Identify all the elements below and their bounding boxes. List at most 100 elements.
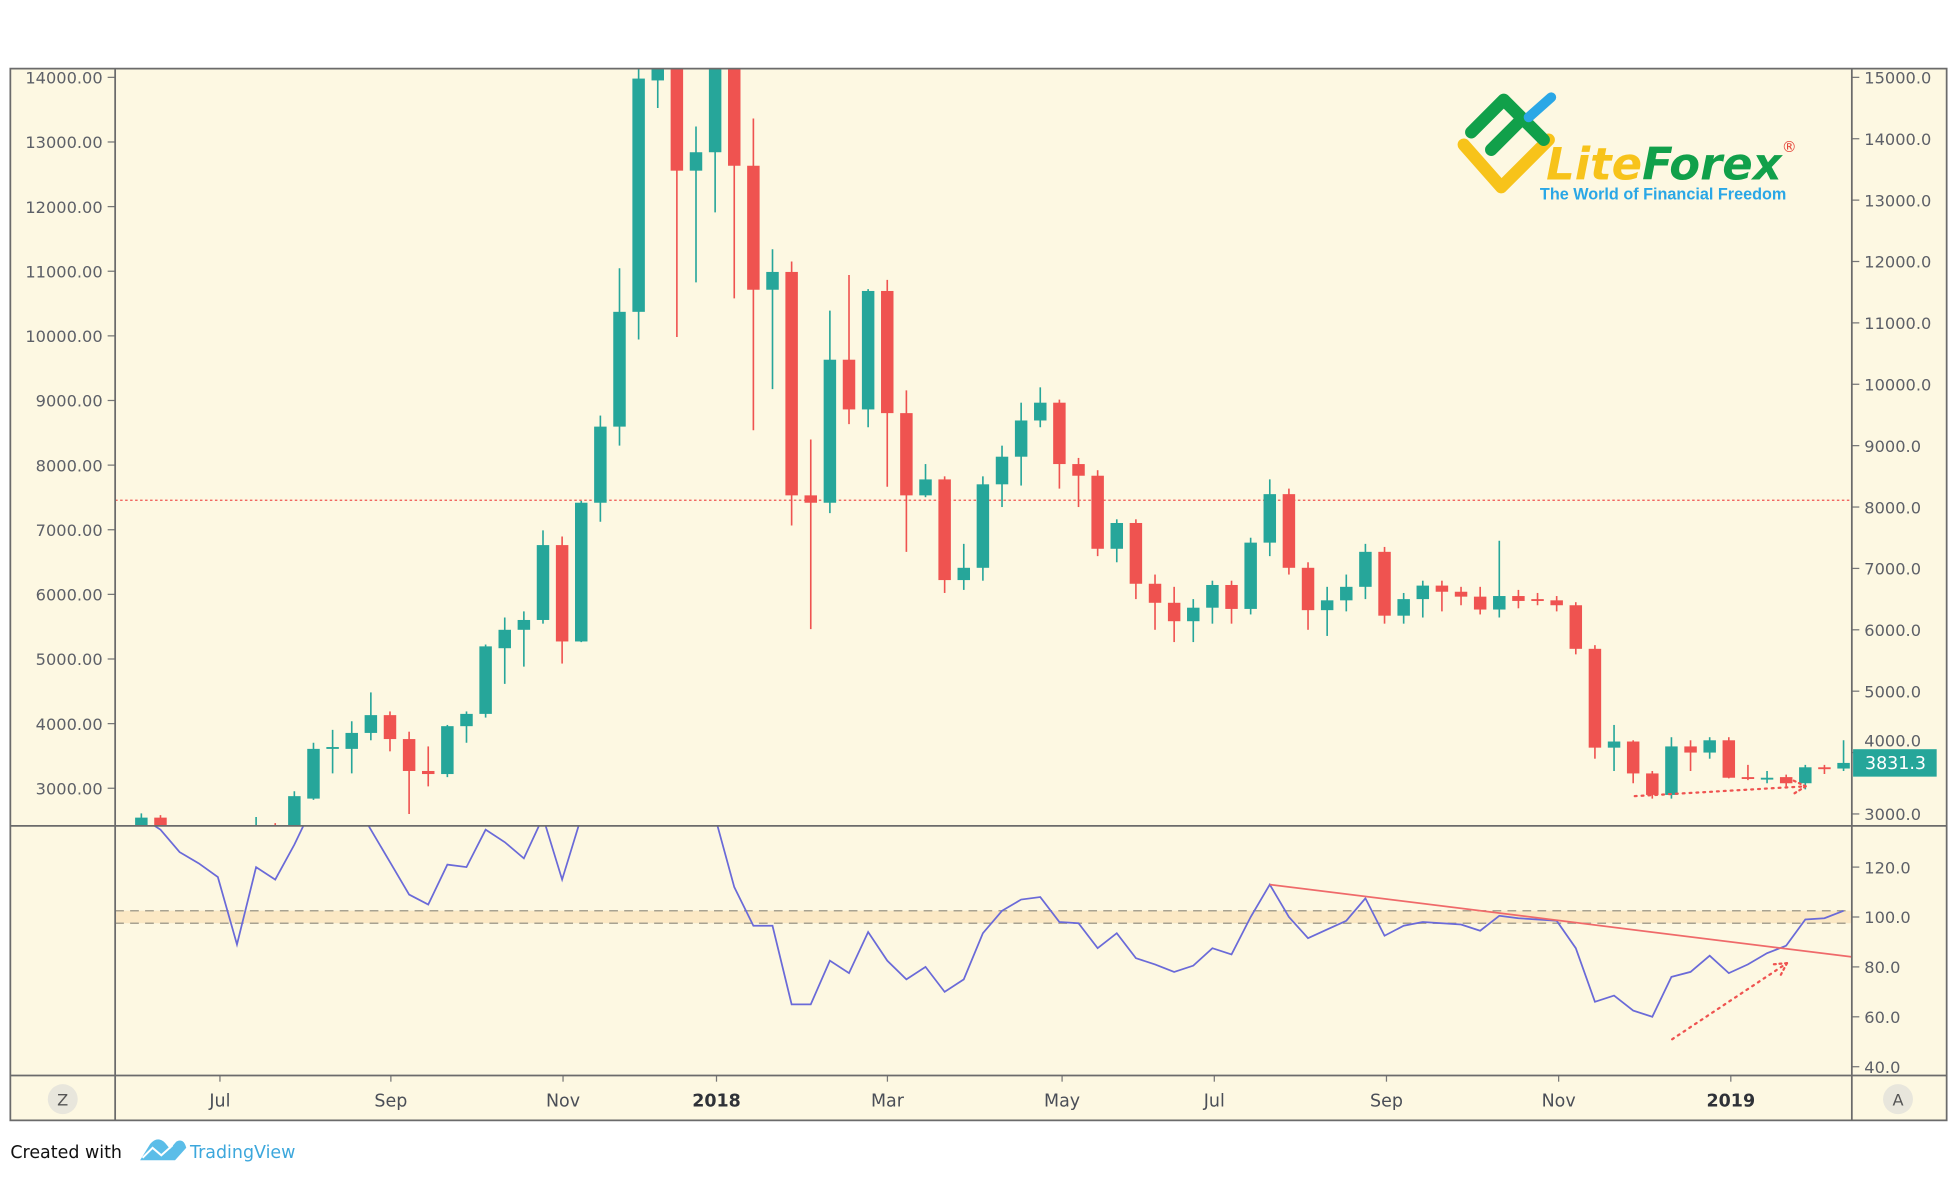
candle[interactable] [1741, 764, 1755, 781]
candle[interactable] [288, 791, 301, 838]
candle[interactable] [919, 464, 932, 498]
candle[interactable] [1435, 580, 1449, 612]
candle[interactable] [1684, 740, 1697, 771]
time-axis-label: 2018 [692, 1092, 741, 1112]
candle[interactable] [842, 275, 856, 425]
candle[interactable] [613, 268, 626, 446]
candle[interactable] [1588, 645, 1602, 759]
candle[interactable] [1378, 546, 1391, 624]
time-axis[interactable]: Jul Sep Nov 2018 Mar May Jul Sep Nov 2019 [208, 1075, 1755, 1112]
candle[interactable] [326, 729, 339, 774]
candle-body [288, 796, 301, 826]
candle[interactable] [708, 0, 722, 213]
candle[interactable] [1244, 537, 1257, 615]
candle[interactable] [651, 0, 664, 109]
candle[interactable] [250, 817, 262, 854]
candle[interactable] [1550, 596, 1563, 612]
candle[interactable] [1014, 402, 1028, 486]
candle[interactable] [1818, 764, 1831, 775]
auto-scale-button-bg [1883, 1084, 1913, 1115]
candle[interactable] [632, 0, 645, 340]
candle[interactable] [1607, 724, 1621, 771]
candle[interactable] [517, 611, 531, 667]
candle[interactable] [402, 731, 416, 814]
candle[interactable] [555, 536, 569, 664]
candle[interactable] [1397, 592, 1410, 624]
candle[interactable] [1206, 580, 1219, 624]
candle[interactable] [1034, 387, 1047, 428]
tradingview-link[interactable]: TradingView [189, 1143, 295, 1163]
candle[interactable] [785, 261, 798, 526]
indicator-band [115, 910, 1852, 924]
momentum-dotted-arrow[interactable] [1671, 962, 1789, 1041]
candle[interactable] [1760, 770, 1774, 784]
candle[interactable] [1340, 574, 1353, 612]
candle[interactable] [1148, 574, 1162, 630]
candle[interactable] [383, 711, 397, 752]
candle[interactable] [1320, 586, 1334, 636]
candle[interactable] [689, 126, 703, 283]
candle[interactable] [307, 742, 320, 800]
candle[interactable] [747, 118, 760, 431]
indicator-trendline[interactable] [1269, 883, 1852, 958]
candle[interactable] [498, 617, 511, 684]
candle[interactable] [1531, 592, 1544, 606]
candle[interactable] [479, 644, 492, 718]
candle[interactable] [995, 445, 1009, 508]
candle[interactable] [1301, 562, 1315, 630]
candle[interactable] [1053, 399, 1066, 489]
candle[interactable] [536, 530, 550, 624]
candle[interactable] [670, 0, 684, 338]
candle[interactable] [1493, 540, 1506, 618]
candle[interactable] [441, 724, 454, 778]
candle[interactable] [1512, 589, 1525, 609]
candle[interactable] [1626, 740, 1640, 784]
candle[interactable] [1187, 599, 1200, 643]
auto-scale-button[interactable]: A [1883, 1084, 1913, 1115]
candle[interactable] [823, 310, 837, 514]
candle[interactable] [728, 0, 741, 299]
timezone-button[interactable]: Z [47, 1084, 78, 1115]
candle[interactable] [1646, 770, 1659, 799]
candle[interactable] [957, 543, 971, 590]
candle[interactable] [1129, 519, 1143, 600]
right-price-axis[interactable]: 15000.0 14000.0 13000.0 12000.0 11000.0 10000… [1851, 69, 1931, 825]
candle[interactable] [345, 721, 358, 774]
candle[interactable] [881, 279, 894, 487]
candle[interactable] [766, 249, 779, 390]
candle[interactable] [575, 500, 588, 643]
candle[interactable] [976, 476, 990, 581]
candle[interactable] [1454, 586, 1468, 606]
candle[interactable] [1703, 737, 1716, 759]
left-price-axis[interactable]: 14000.00 13000.00 12000.00 11000.00 10000.00… [25, 69, 116, 799]
candle[interactable] [1837, 740, 1850, 771]
candle[interactable] [1779, 774, 1793, 787]
candle[interactable] [900, 390, 913, 552]
support-dotted-arrow[interactable] [1633, 778, 1807, 798]
candle-body [402, 739, 416, 771]
candle[interactable] [1569, 602, 1583, 655]
candle[interactable] [1665, 737, 1678, 799]
candle[interactable] [1473, 586, 1487, 615]
candle[interactable] [460, 711, 473, 743]
candle[interactable] [1110, 519, 1124, 563]
candle[interactable] [1263, 479, 1277, 557]
candle[interactable] [1091, 470, 1104, 557]
candle[interactable] [135, 813, 148, 844]
candle[interactable] [1359, 543, 1372, 600]
candle[interactable] [594, 415, 607, 522]
candle[interactable] [1225, 580, 1238, 624]
candle[interactable] [804, 439, 817, 630]
candle[interactable] [1722, 737, 1736, 779]
candle[interactable] [421, 746, 435, 787]
footer-attribution[interactable]: Created with TradingView [10, 1139, 295, 1163]
candle[interactable] [364, 692, 378, 741]
candle[interactable] [938, 476, 951, 593]
candle[interactable] [1282, 488, 1296, 575]
candle[interactable] [1416, 580, 1430, 618]
candle[interactable] [1072, 457, 1085, 508]
candle[interactable] [861, 289, 875, 428]
candle[interactable] [1167, 586, 1181, 643]
indicator-axis[interactable]: 120.0 100.0 80.0 60.0 40.0 [1851, 858, 1911, 1077]
candle[interactable] [154, 815, 167, 851]
